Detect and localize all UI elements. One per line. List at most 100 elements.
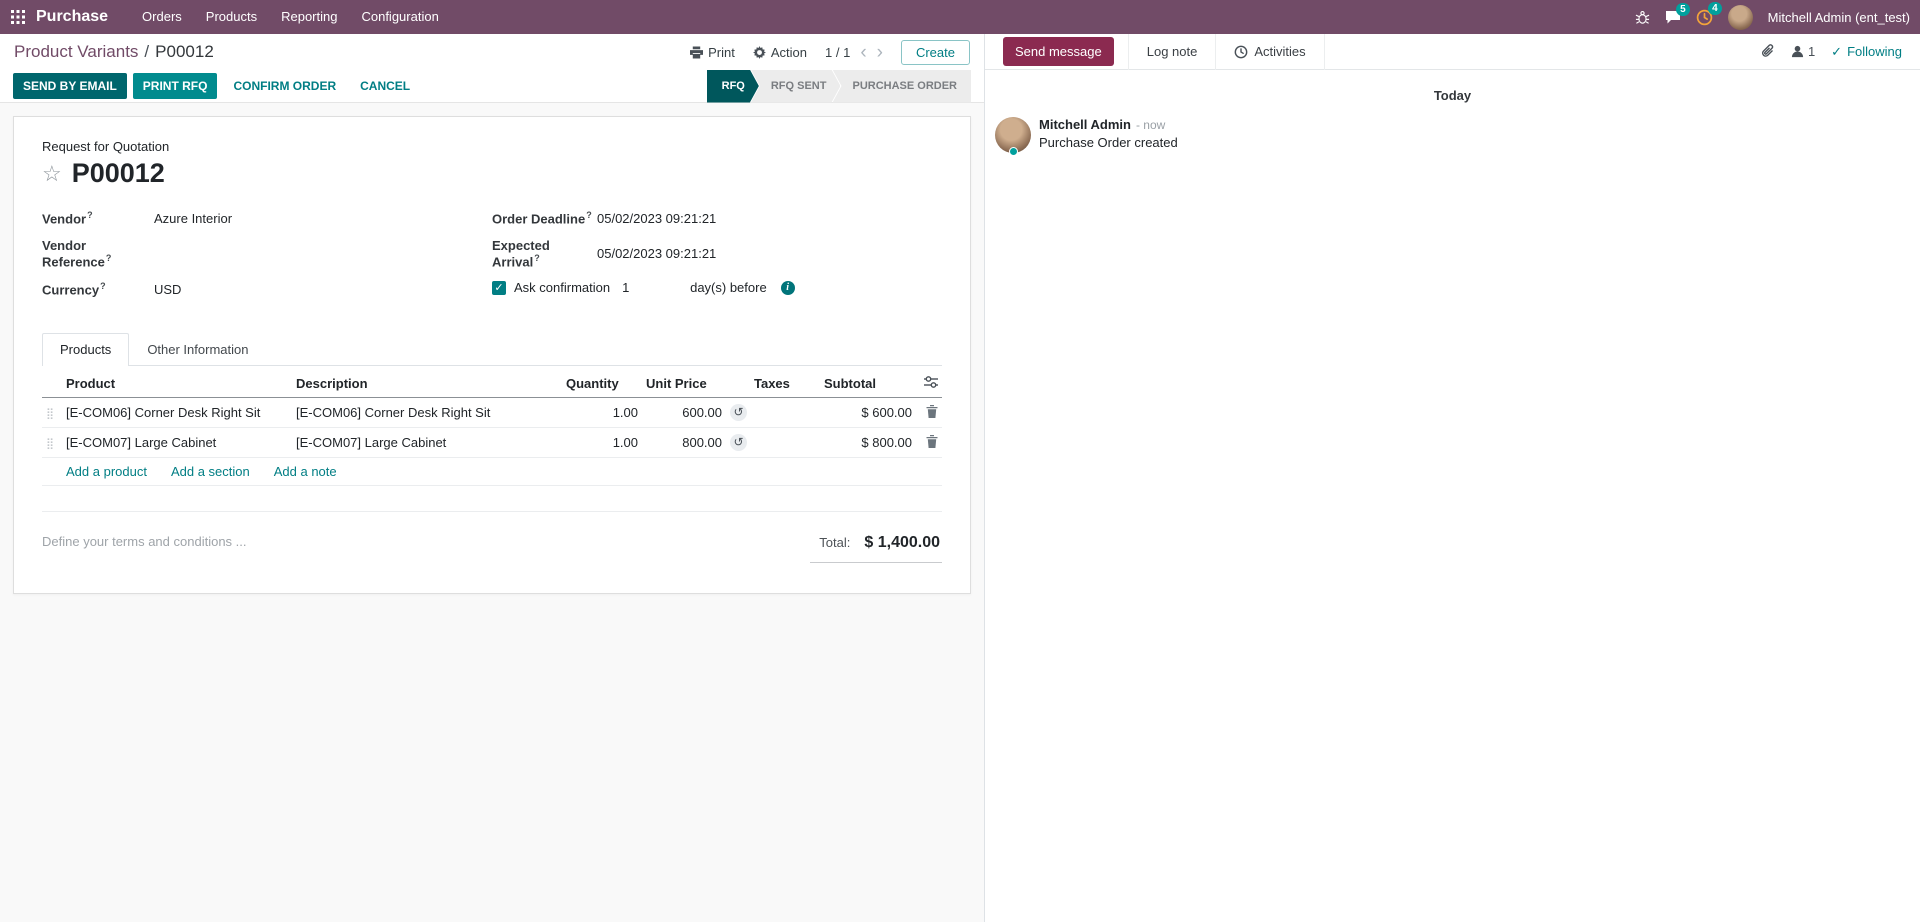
order-deadline-field: Order Deadline? 05/02/2023 09:21:21: [492, 209, 942, 227]
price-history-icon[interactable]: ↺: [730, 434, 747, 452]
followers-button[interactable]: 1: [1791, 44, 1815, 59]
menu-configuration[interactable]: Configuration: [361, 9, 439, 24]
optional-columns-icon[interactable]: [924, 376, 938, 389]
online-status-dot: [1009, 147, 1018, 156]
app-name[interactable]: Purchase: [36, 8, 109, 25]
attachments-icon[interactable]: [1761, 44, 1775, 59]
pager: 1 / 1 ‹ ›: [825, 43, 883, 62]
table-row[interactable]: ⣿ [E-COM06] Corner Desk Right Sit [E-COM…: [42, 397, 942, 429]
status-step-rfq-sent[interactable]: RFQ SENT: [751, 70, 841, 103]
clock-icon: [1234, 45, 1248, 58]
ask-confirmation-suffix: day(s) before: [690, 280, 767, 296]
col-product[interactable]: Product: [62, 368, 292, 399]
menu-reporting[interactable]: Reporting: [281, 9, 338, 24]
add-product-link[interactable]: Add a product: [66, 464, 147, 480]
total-value: $ 1,400.00: [864, 534, 940, 552]
menu-orders[interactable]: Orders: [142, 9, 182, 24]
message-body: Purchase Order created: [1039, 135, 1178, 150]
followers-count: 1: [1807, 44, 1816, 59]
pager-next-icon[interactable]: ›: [876, 41, 883, 63]
activities-badge: 4: [1708, 1, 1722, 15]
cell-quantity[interactable]: 1.00: [562, 427, 642, 459]
status-step-rfq[interactable]: RFQ: [707, 70, 759, 103]
cell-unit-price[interactable]: 600.00: [642, 397, 726, 429]
price-history-icon[interactable]: ↺: [730, 404, 747, 422]
empty-row: [42, 485, 942, 513]
col-quantity[interactable]: Quantity: [562, 368, 642, 399]
confirm-order-button[interactable]: CONFIRM ORDER: [223, 73, 346, 99]
apps-menu-button[interactable]: [0, 0, 36, 34]
gear-icon: [752, 45, 766, 59]
cell-product[interactable]: [E-COM07] Large Cabinet: [62, 427, 292, 459]
delete-row-icon[interactable]: [926, 434, 938, 448]
send-message-button[interactable]: Send message: [1003, 37, 1114, 66]
order-deadline-label: Order Deadline?: [492, 209, 592, 227]
send-by-email-button[interactable]: SEND BY EMAIL: [13, 73, 127, 99]
col-subtotal[interactable]: Subtotal: [820, 368, 916, 399]
user-avatar[interactable]: [1727, 4, 1753, 30]
add-section-link[interactable]: Add a section: [170, 464, 250, 480]
drag-handle-icon[interactable]: ⣿: [46, 408, 55, 421]
follower-person-icon: [1791, 45, 1804, 58]
expected-arrival-value[interactable]: 05/02/2023 09:21:21: [597, 246, 717, 262]
top-navbar: Purchase Orders Products Reporting Confi…: [0, 0, 1920, 34]
messages-icon[interactable]: 5: [1665, 2, 1690, 25]
breadcrumb: Product Variants / P00012: [14, 42, 214, 62]
main-panel: Product Variants / P00012 Print Action 1…: [0, 34, 985, 922]
order-deadline-value[interactable]: 05/02/2023 09:21:21: [597, 210, 717, 226]
user-menu[interactable]: Mitchell Admin (ent_test): [1767, 9, 1910, 25]
debug-bug-icon[interactable]: [1635, 10, 1650, 25]
chatter-header: Send message Log note Activities 1 ✓ Fol…: [985, 33, 1920, 70]
cell-unit-price[interactable]: 800.00: [642, 427, 726, 459]
tab-other-information[interactable]: Other Information: [147, 342, 249, 358]
cell-description[interactable]: [E-COM06] Corner Desk Right Sit: [292, 397, 562, 429]
ask-confirmation-days-input[interactable]: 1: [622, 280, 630, 296]
cancel-button[interactable]: CANCEL: [350, 73, 420, 99]
drag-handle-icon[interactable]: ⣿: [46, 438, 55, 451]
currency-value[interactable]: USD: [154, 281, 182, 297]
create-button[interactable]: Create: [900, 39, 970, 65]
menu-products[interactable]: Products: [205, 9, 258, 24]
cell-description[interactable]: [E-COM07] Large Cabinet: [292, 427, 562, 459]
ask-confirmation-label: Ask confirmation: [514, 280, 611, 296]
message-author[interactable]: Mitchell Admin: [1039, 117, 1131, 132]
total-label: Total:: [819, 535, 851, 551]
terms-placeholder[interactable]: Define your terms and conditions ...: [42, 534, 247, 550]
breadcrumb-parent[interactable]: Product Variants: [14, 42, 139, 61]
cell-quantity[interactable]: 1.00: [562, 397, 642, 429]
cell-taxes[interactable]: [750, 427, 820, 459]
document-type-label: Request for Quotation: [42, 139, 170, 154]
vendor-value[interactable]: Azure Interior: [154, 210, 233, 226]
cell-taxes[interactable]: [750, 397, 820, 429]
log-note-button[interactable]: Log note: [1127, 33, 1217, 70]
action-button[interactable]: Action: [752, 45, 807, 60]
printer-icon: [690, 45, 704, 59]
tab-products[interactable]: Products: [42, 333, 130, 367]
message-avatar[interactable]: [995, 117, 1031, 156]
currency-label: Currency?: [42, 281, 106, 298]
top-menu: Orders Products Reporting Configuration: [130, 0, 451, 34]
total: Total: $ 1,400.00: [810, 534, 942, 564]
col-unit-price[interactable]: Unit Price: [642, 368, 726, 399]
col-taxes[interactable]: Taxes: [750, 368, 820, 399]
activities-button[interactable]: Activities: [1216, 33, 1325, 70]
favorite-star-icon[interactable]: ☆: [42, 160, 62, 186]
vendor-reference-field: Vendor Reference?: [42, 238, 492, 269]
ask-confirmation-checkbox[interactable]: ✓: [492, 280, 506, 295]
following-button[interactable]: ✓ Following: [1831, 43, 1902, 60]
pager-previous-icon[interactable]: ‹: [860, 41, 867, 63]
print-rfq-button[interactable]: PRINT RFQ: [132, 73, 218, 99]
print-button[interactable]: Print: [690, 45, 735, 60]
add-note-link[interactable]: Add a note: [273, 464, 337, 480]
ask-confirmation-field: ✓ Ask confirmation 1 day(s) before i: [492, 280, 942, 295]
help-marker: ?: [100, 281, 106, 292]
activities-clock-icon[interactable]: 4: [1696, 1, 1722, 26]
cell-product[interactable]: [E-COM06] Corner Desk Right Sit: [62, 397, 292, 429]
form-view: Request for Quotation ☆ P00012 Vendor? A…: [0, 103, 984, 922]
delete-row-icon[interactable]: [926, 404, 938, 418]
col-description[interactable]: Description: [292, 368, 562, 399]
status-step-purchase-order[interactable]: PURCHASE ORDER: [832, 69, 971, 103]
pager-value: 1 / 1: [825, 44, 851, 60]
help-marker: ?: [105, 253, 112, 263]
table-row[interactable]: ⣿ [E-COM07] Large Cabinet [E-COM07] Larg…: [42, 427, 942, 459]
